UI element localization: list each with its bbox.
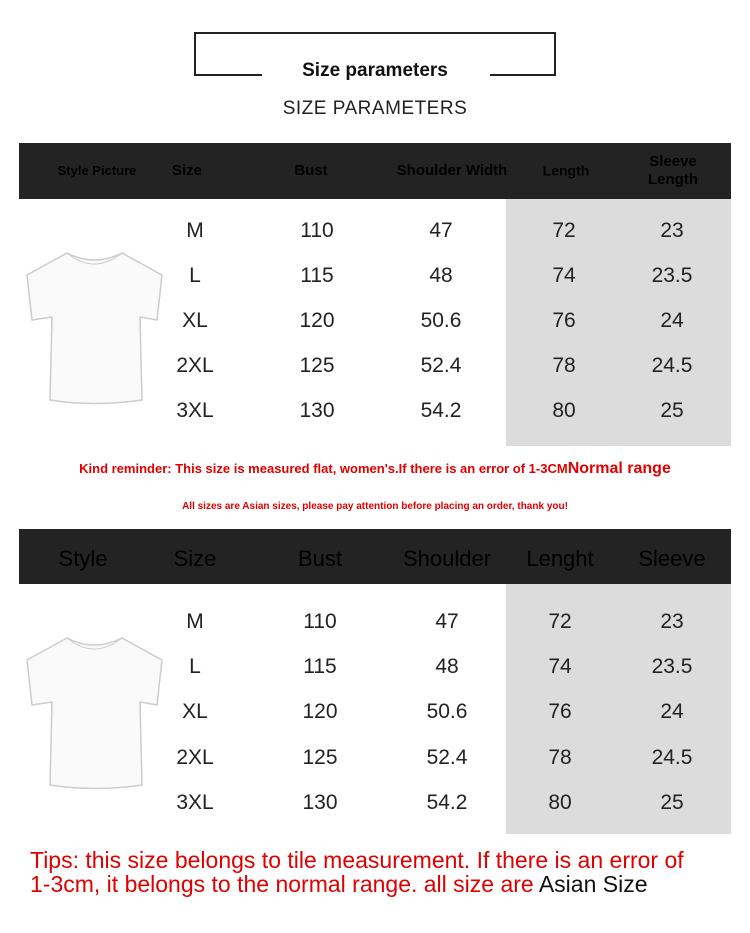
table1-cell: 80: [552, 399, 576, 422]
table1-header-cell: Shoulder Width: [396, 162, 508, 179]
table2-cell: L: [189, 655, 201, 678]
tshirt-icon: [26, 252, 163, 405]
table1-header-cell: Bust: [294, 162, 328, 179]
table2-header-cell: Size: [173, 545, 217, 571]
table1-cell: 120: [299, 309, 335, 332]
table1-header-cell: Length: [542, 162, 590, 179]
table1-cell: 52.4: [420, 354, 462, 377]
table2-cell: 72: [548, 610, 572, 633]
table2-cell: 23.5: [651, 655, 693, 678]
table2-header-cell: Shoulder: [402, 545, 492, 571]
page-subtitle: SIZE PARAMETERS: [282, 98, 468, 119]
table2-cell: 78: [548, 746, 572, 769]
table2-cell: 76: [548, 700, 572, 723]
table1-header-cell: Style Picture: [57, 163, 137, 179]
table1-cell: 130: [299, 399, 335, 422]
table1-cell: 76: [552, 309, 576, 332]
table1-highlight: [506, 199, 731, 446]
table2-cell: 24: [660, 700, 684, 723]
table1-cell: 48: [429, 264, 453, 287]
reminder-emphasis: Normal range: [567, 460, 671, 477]
table1-cell: M: [186, 219, 204, 242]
table2-cell: 50.6: [426, 700, 468, 723]
table1-cell: 115: [300, 264, 334, 287]
tips-line-2: 1-3cm, it belongs to the normal range. a…: [30, 871, 539, 897]
table2-header: [19, 529, 731, 584]
title-frame: [194, 32, 556, 76]
table2-cell: 47: [435, 610, 459, 633]
table2-cell: 130: [302, 791, 338, 814]
table1-cell: 3XL: [176, 399, 214, 422]
table2-cell: 54.2: [426, 791, 468, 814]
table2-header-cell: Lenght: [526, 545, 594, 571]
table1-cell: 23.5: [651, 264, 693, 287]
table2-highlight: [506, 584, 731, 834]
table1-header: [19, 143, 731, 199]
table1-header-cell: Sleeve Length: [648, 153, 698, 188]
title-frame-line: [194, 74, 262, 76]
table2-cell: 80: [548, 791, 572, 814]
table1-cell: 125: [299, 354, 335, 377]
table2-header-cell: Sleeve: [638, 545, 706, 571]
tips-asian-size: Asian Size: [538, 871, 648, 897]
table1-cell: 24: [660, 309, 684, 332]
tshirt-icon: [26, 637, 163, 790]
table2-cell: 125: [302, 746, 338, 769]
table1-cell: 72: [552, 219, 576, 242]
tips-text: Tips: this size belongs to tile measurem…: [30, 848, 684, 896]
table2-cell: 115: [303, 655, 337, 678]
table2-cell: 25: [660, 791, 684, 814]
table2-cell: XL: [182, 700, 208, 723]
reminder-main: Kind reminder: This size is measured fla…: [79, 461, 568, 476]
page-title: Size parameters: [302, 60, 448, 81]
table1-cell: 24.5: [651, 354, 693, 377]
table2-cell: 110: [303, 610, 337, 633]
table2-cell: 23: [660, 610, 684, 633]
table2-header-cell: Bust: [297, 545, 343, 571]
table1-cell: 78: [552, 354, 576, 377]
table2-cell: M: [186, 610, 204, 633]
table1-cell: 23: [660, 219, 684, 242]
reminder-note: All sizes are Asian sizes, please pay at…: [182, 501, 568, 512]
table1-cell: 50.6: [420, 309, 462, 332]
table2-cell: 120: [302, 700, 338, 723]
table2-cell: 52.4: [426, 746, 468, 769]
table1-cell: 47: [429, 219, 453, 242]
table2-cell: 48: [435, 655, 459, 678]
tips-line-1: Tips: this size belongs to tile measurem…: [30, 847, 684, 873]
table1-cell: 54.2: [420, 399, 462, 422]
table1-cell: 2XL: [176, 354, 214, 377]
table1-cell: 74: [552, 264, 576, 287]
table2-cell: 24.5: [651, 746, 693, 769]
reminder-text: Kind reminder: This size is measured fla…: [0, 460, 750, 478]
table1-cell: L: [189, 264, 201, 287]
table1-cell: 110: [300, 219, 334, 242]
table2-cell: 74: [548, 655, 572, 678]
table1-cell: XL: [182, 309, 208, 332]
table2-cell: 3XL: [176, 791, 214, 814]
table2-cell: 2XL: [176, 746, 214, 769]
title-frame-line: [490, 74, 554, 76]
table1-header-cell: Size: [171, 162, 203, 179]
table2-header-cell: Style: [58, 545, 108, 571]
table1-cell: 25: [660, 399, 684, 422]
